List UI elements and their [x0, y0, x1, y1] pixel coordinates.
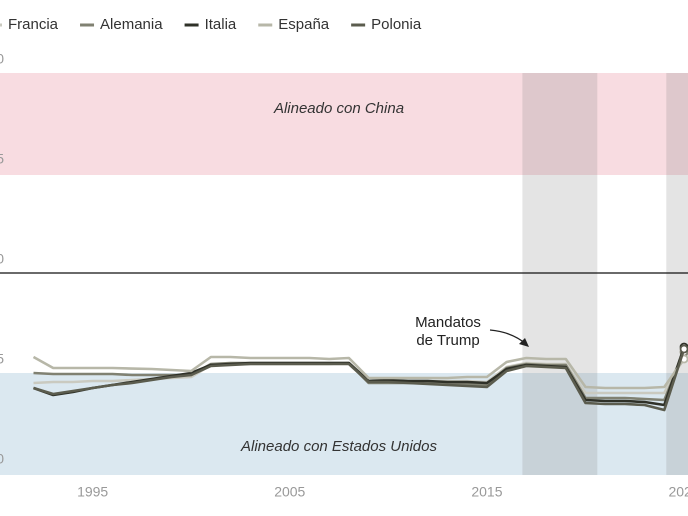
band-label: Alineado con China [273, 100, 404, 117]
legend-label: Alemania [100, 16, 163, 33]
x-tick-label: 2015 [471, 484, 502, 500]
series-line [32, 355, 686, 390]
annotation: Mandatos [415, 314, 481, 331]
y-tick-label: -1,0 [0, 451, 4, 467]
legend-label: Italia [205, 16, 237, 33]
x-tick-label: 2025 [668, 484, 688, 500]
legend-label: España [278, 16, 330, 33]
legend-label: Polonia [371, 16, 422, 33]
arrow-head [519, 338, 529, 347]
x-tick-label: 1995 [77, 484, 108, 500]
annotation-arrow [489, 329, 527, 345]
axes: 1,0 0,5 0 -0,5 -1,0 1995 2005 2015 2025 [0, 51, 688, 500]
legend-label: Francia [8, 16, 59, 33]
legend: Francia Alemania Italia España Polonia [0, 16, 422, 33]
shaded-period [666, 73, 688, 475]
series-line [33, 348, 686, 412]
shaded-period [522, 73, 598, 475]
end-marker [679, 344, 688, 354]
lines [32, 342, 688, 412]
y-tick-label: -0,5 [0, 351, 4, 367]
y-tick-label: 0,5 [0, 151, 4, 167]
y-tick-label: 0 [0, 251, 4, 267]
x-tick-label: 2005 [274, 484, 305, 500]
band [0, 73, 688, 175]
annotation: de Trump [416, 332, 479, 349]
band-label: Alineado con Estados Unidos [240, 438, 437, 455]
y-tick-label: 1,0 [0, 51, 4, 67]
band [0, 373, 688, 475]
bands: Alineado con China Alineado con Estados U… [0, 73, 688, 475]
